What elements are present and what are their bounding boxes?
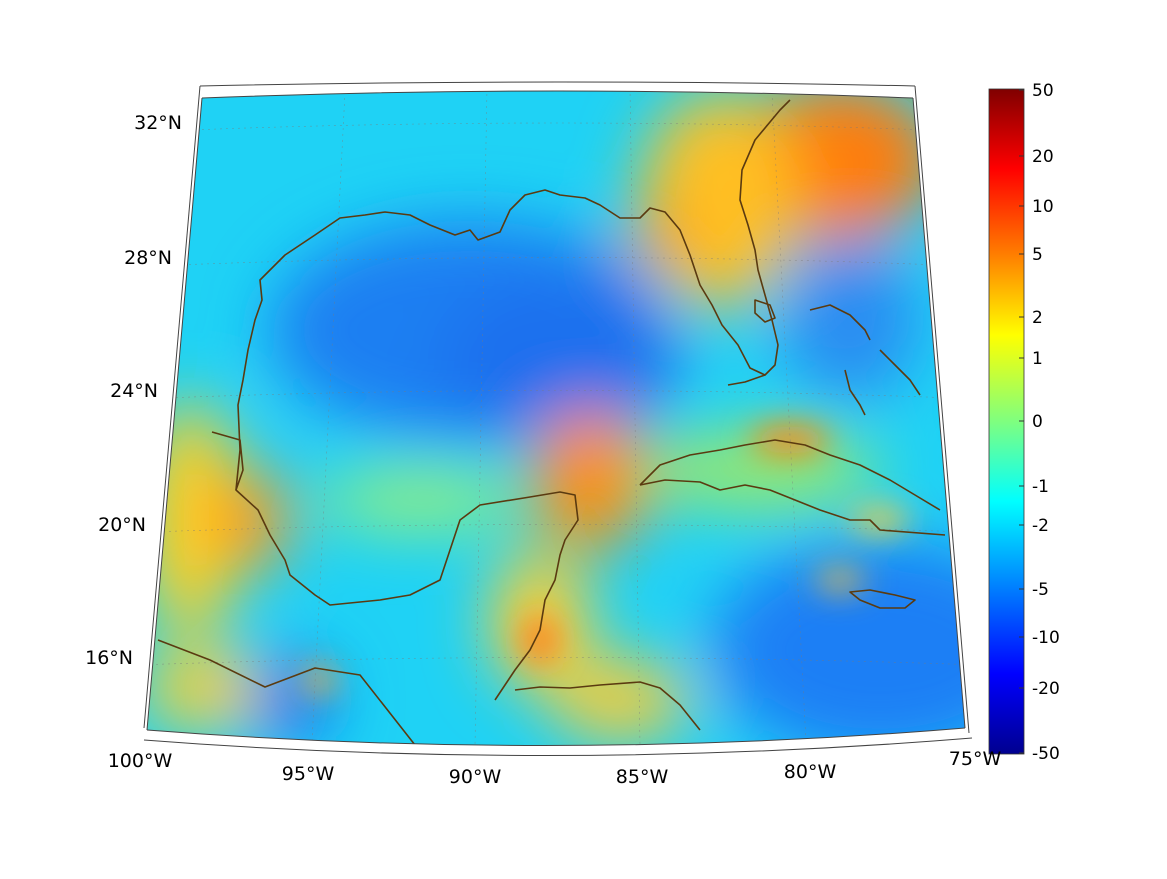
latitude-labels: 32°N 28°N 24°N 20°N 16°N [85, 112, 182, 669]
graticule-grid [147, 91, 965, 746]
colorbar-tick-label: 0 [1032, 412, 1043, 432]
latitude-label: 16°N [85, 647, 133, 669]
colorbar-tick-label: -20 [1032, 679, 1060, 699]
colorbar-tick-label: 1 [1032, 349, 1043, 369]
longitude-label: 90°W [449, 766, 502, 788]
latitude-label: 32°N [134, 112, 182, 134]
latitude-label: 20°N [98, 514, 146, 536]
colorbar [988, 88, 1025, 755]
colorbar-tick-label: 2 [1032, 308, 1043, 328]
colorbar-tick-label: -2 [1032, 516, 1049, 536]
longitude-label: 75°W [949, 748, 1002, 770]
longitude-label: 95°W [282, 763, 335, 785]
colorbar-tick-label: -50 [1032, 744, 1060, 764]
longitude-label: 85°W [616, 766, 669, 788]
coastline [157, 99, 946, 746]
colorbar-tick-label: -5 [1032, 580, 1049, 600]
latitude-label: 28°N [124, 247, 172, 269]
colorbar-gradient [988, 88, 1025, 755]
longitude-labels: 100°W 95°W 90°W 85°W 80°W 75°W [108, 748, 1002, 788]
colorbar-tick-label: 5 [1032, 245, 1043, 265]
longitude-label: 80°W [784, 761, 837, 783]
colorbar-tick-label: 50 [1032, 81, 1054, 101]
colorbar-tick-label: -1 [1032, 477, 1049, 497]
colorbar-tick-label: -10 [1032, 628, 1060, 648]
longitude-label: 100°W [108, 750, 173, 772]
colorbar-tick-label: 20 [1032, 147, 1054, 167]
colorbar-tick-label: 10 [1032, 197, 1054, 217]
latitude-label: 24°N [110, 380, 158, 402]
map-data-field [147, 91, 965, 746]
map-frame [143, 81, 973, 757]
